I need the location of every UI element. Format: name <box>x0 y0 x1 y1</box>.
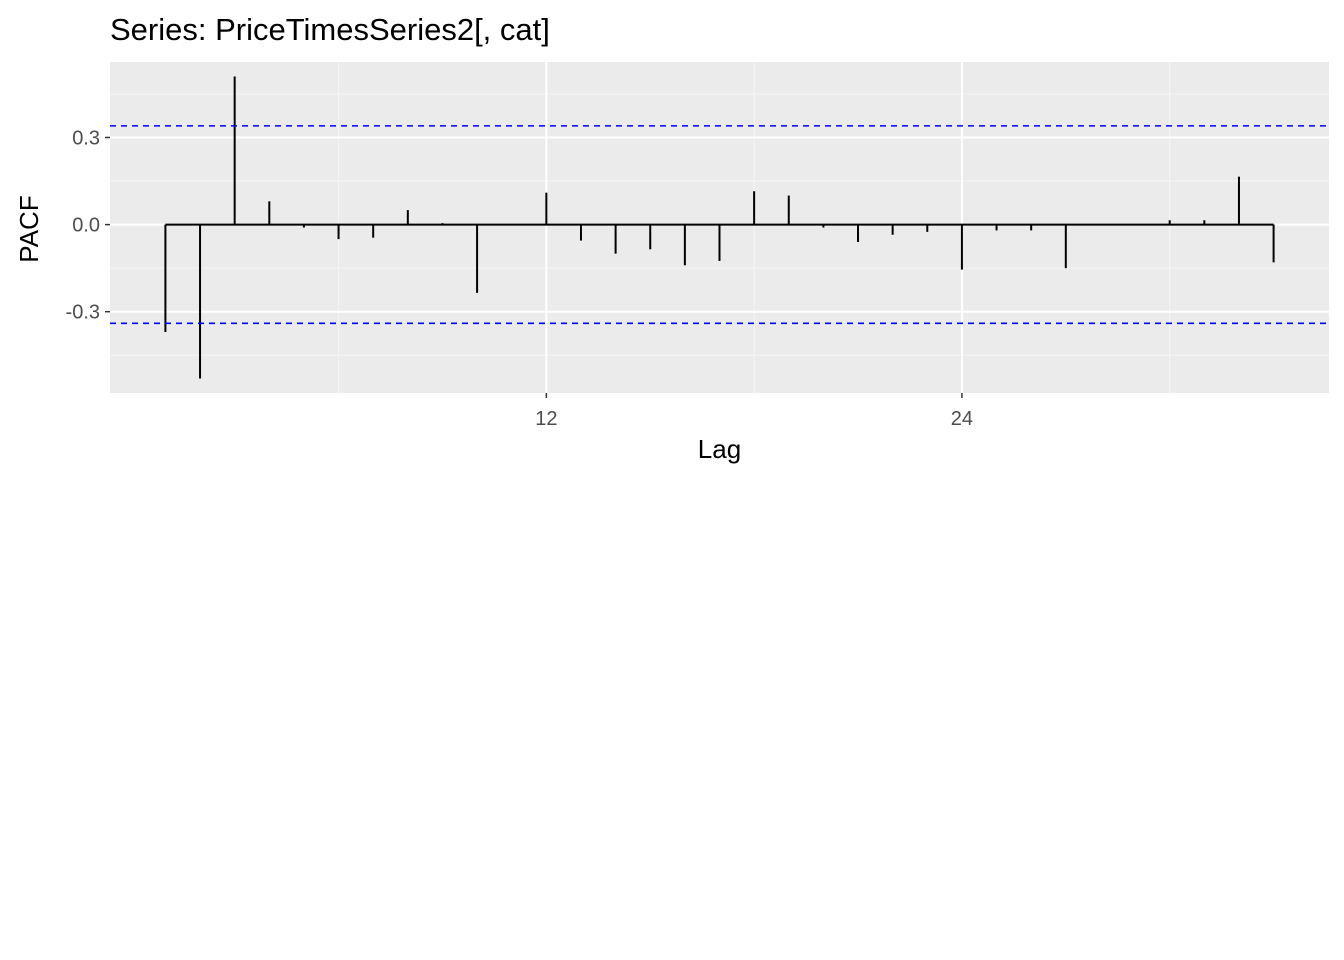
plot-marks <box>110 76 1329 379</box>
x-tick-label: 24 <box>951 408 973 430</box>
x-axis: 12 24 <box>535 393 973 430</box>
x-tick-label: 12 <box>535 408 557 430</box>
x-axis-title: Lag <box>698 434 741 464</box>
y-axis-title: PACF <box>14 195 44 262</box>
y-tick-label: -0.3 <box>66 302 100 324</box>
chart-title: Series: PriceTimesSeries2[, cat] <box>110 12 550 47</box>
y-axis: -0.3 0.0 0.3 <box>66 127 110 324</box>
y-tick-label: 0.3 <box>72 127 100 149</box>
y-tick-label: 0.0 <box>72 215 100 237</box>
